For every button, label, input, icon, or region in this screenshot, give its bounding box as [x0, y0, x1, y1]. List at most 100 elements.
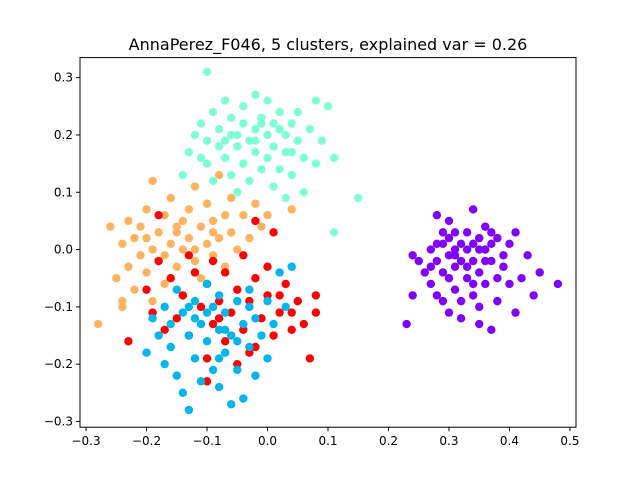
x-tick-label: 0.0	[258, 434, 277, 448]
scatter-point	[208, 216, 218, 226]
scatter-point	[214, 291, 224, 300]
scatter-point	[311, 96, 321, 105]
scatter-point	[214, 142, 224, 151]
scatter-point	[517, 274, 526, 283]
scatter-point	[450, 251, 460, 260]
x-tick-label: 0.2	[379, 434, 398, 448]
scatter-point	[511, 308, 520, 317]
scatter-point	[172, 262, 181, 271]
scatter-point	[408, 251, 417, 260]
scatter-point	[166, 274, 175, 283]
scatter-point	[329, 153, 339, 163]
scatter-point	[269, 319, 278, 329]
scatter-point	[251, 90, 260, 100]
scatter-point	[269, 331, 278, 340]
scatter-point	[553, 279, 563, 289]
scatter-point	[257, 314, 266, 323]
scatter-point	[487, 256, 496, 266]
scatter-point	[432, 210, 442, 220]
scatter-point	[438, 268, 448, 277]
scatter-point	[275, 107, 284, 117]
scatter-point	[251, 314, 260, 323]
scatter-point	[293, 296, 302, 306]
scatter-point	[178, 216, 188, 226]
y-tick-label: 0.3	[54, 71, 73, 85]
y-tick-label: 0.2	[54, 128, 73, 142]
scatter-point	[130, 285, 139, 294]
scatter-point	[263, 354, 272, 363]
scatter-point	[172, 314, 181, 323]
scatter-point	[214, 314, 224, 323]
scatter-point	[257, 119, 266, 128]
scatter-point	[426, 262, 436, 271]
scatter-point	[245, 302, 254, 312]
scatter-point	[287, 325, 296, 334]
x-tick-label: −0.2	[132, 434, 161, 448]
scatter-point	[190, 256, 200, 266]
scatter-point	[202, 337, 212, 346]
scatter-point	[220, 96, 230, 105]
scatter-point	[432, 256, 442, 266]
scatter-point	[142, 233, 151, 243]
scatter-point	[196, 222, 206, 231]
scatter-point	[275, 308, 284, 317]
scatter-point	[239, 251, 248, 260]
scatter-point	[535, 268, 544, 277]
scatter-point	[299, 153, 308, 163]
chart-title: AnnaPerez_F046, 5 clusters, explained va…	[129, 35, 528, 55]
scatter-point	[233, 365, 242, 375]
scatter-point	[227, 113, 236, 122]
scatter-point	[311, 291, 321, 300]
scatter-point	[166, 319, 175, 329]
scatter-point	[136, 251, 145, 260]
scatter-point	[456, 239, 466, 249]
scatter-point	[227, 130, 236, 140]
scatter-point	[487, 239, 496, 249]
scatter-point	[505, 239, 514, 249]
scatter-point	[233, 130, 242, 140]
scatter-point	[208, 319, 218, 329]
scatter-point	[184, 147, 194, 157]
scatter-point	[481, 245, 490, 254]
scatter-point	[118, 296, 127, 306]
scatter-point	[220, 153, 230, 163]
scatter-point	[190, 130, 200, 140]
scatter-point	[202, 67, 212, 77]
scatter-point	[233, 188, 242, 197]
scatter-point	[251, 136, 260, 145]
scatter-point	[202, 136, 212, 145]
scatter-point	[432, 291, 442, 300]
y-tick-label: −0.2	[44, 357, 73, 371]
scatter-point	[281, 147, 290, 157]
scatter-point	[287, 119, 296, 128]
scatter-point	[196, 302, 206, 312]
scatter-point	[444, 233, 454, 243]
scatter-point	[214, 233, 224, 243]
scatter-point	[178, 388, 188, 398]
scatter-point	[487, 325, 496, 334]
scatter-point	[154, 210, 163, 220]
scatter-point	[462, 245, 472, 254]
scatter-point	[148, 296, 157, 306]
scatter-point	[184, 251, 194, 260]
scatter-point	[462, 262, 472, 271]
x-axis-ticks: −0.3 −0.2 −0.1 0.0 0.1 0.2 0.3 0.4 0.5	[71, 427, 579, 448]
scatter-point	[220, 268, 230, 277]
scatter-point	[281, 130, 290, 140]
scatter-point	[166, 239, 175, 249]
scatter-point	[214, 382, 224, 392]
scatter-point	[245, 296, 254, 306]
scatter-point	[481, 222, 490, 231]
scatter-point	[166, 193, 175, 203]
scatter-point	[444, 216, 454, 226]
scatter-point	[450, 285, 460, 294]
scatter-point	[245, 342, 254, 352]
scatter-point	[172, 285, 181, 294]
scatter-point	[178, 291, 188, 300]
scatter-point	[245, 285, 254, 294]
scatter-point	[475, 233, 484, 243]
scatter-point	[257, 165, 266, 174]
scatter-point	[190, 245, 200, 254]
scatter-point	[118, 239, 127, 249]
scatter-point	[408, 291, 417, 300]
